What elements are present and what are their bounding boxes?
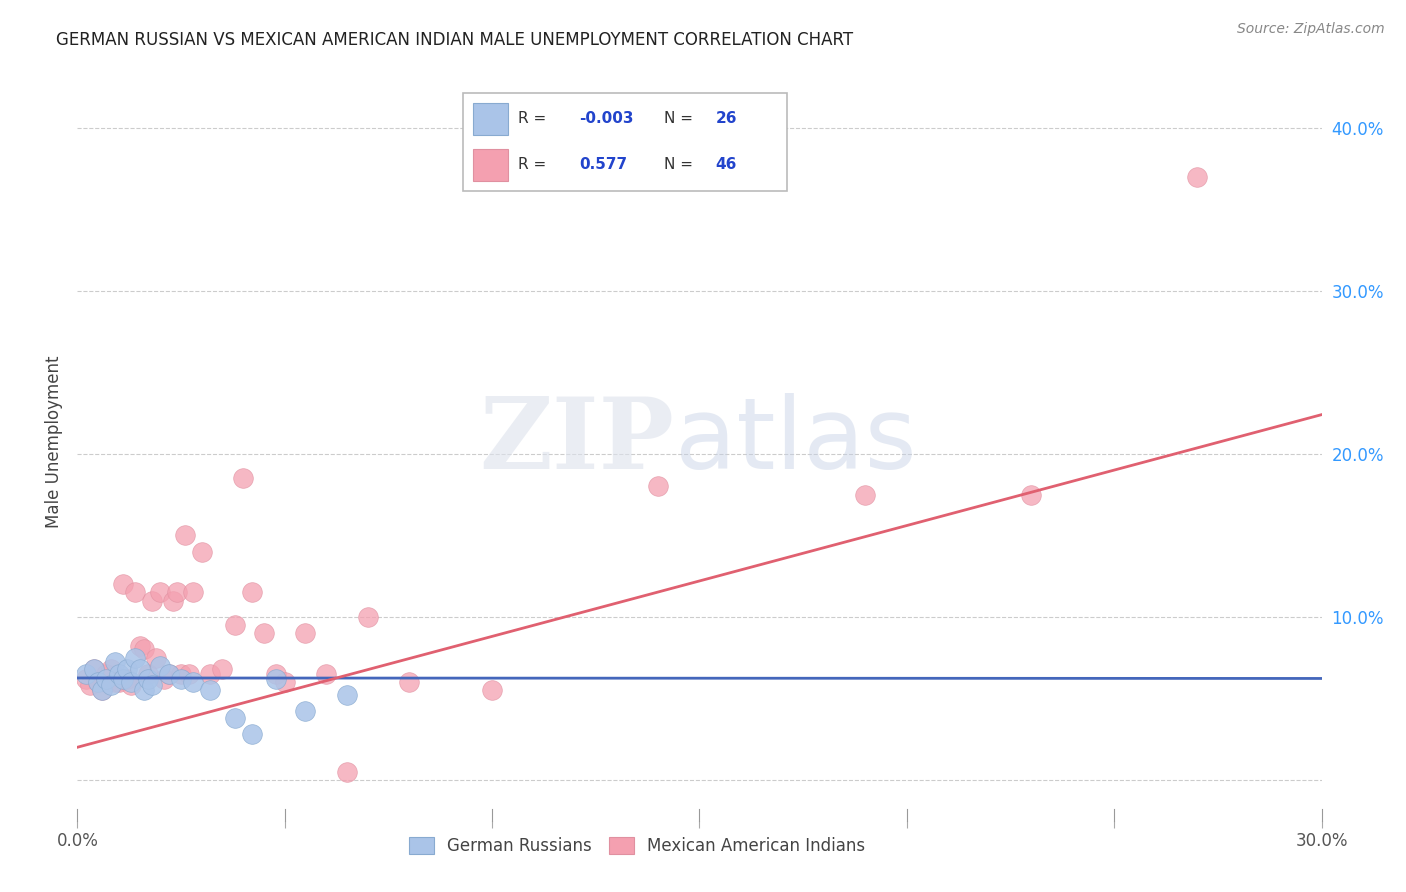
Point [266,666,288,681]
Point [481,683,503,698]
Point [170,672,193,686]
Point [104,656,127,670]
Point [179,666,201,681]
Text: ZIP: ZIP [479,393,675,490]
Point [115,672,138,686]
Point [107,666,129,681]
Point [166,585,188,599]
Point [240,727,263,741]
Point [79,678,101,692]
Point [224,618,246,632]
Point [100,662,122,676]
Point [174,528,197,542]
Point [273,675,295,690]
Point [266,672,288,686]
Point [240,585,263,599]
Point [87,675,110,690]
Point [91,683,114,698]
Point [96,666,118,681]
Point [91,683,114,698]
Point [145,650,167,665]
Point [120,678,142,692]
Point [128,639,150,653]
Point [104,675,127,690]
Point [357,610,380,624]
Point [75,666,97,681]
Point [336,764,359,779]
Point [336,688,359,702]
Point [132,683,155,698]
Point [87,675,110,690]
Point [211,662,233,676]
Text: Source: ZipAtlas.com: Source: ZipAtlas.com [1237,22,1385,37]
Point [132,642,155,657]
Point [183,675,205,690]
Text: atlas: atlas [675,393,917,490]
Point [115,662,138,676]
Text: GERMAN RUSSIAN VS MEXICAN AMERICAN INDIAN MALE UNEMPLOYMENT CORRELATION CHART: GERMAN RUSSIAN VS MEXICAN AMERICAN INDIA… [56,31,853,49]
Point [124,585,146,599]
Point [136,672,159,686]
Point [183,585,205,599]
Point [647,479,669,493]
Point [232,471,254,485]
Point [170,666,193,681]
Point [294,626,316,640]
Y-axis label: Male Unemployment: Male Unemployment [45,355,63,528]
Point [141,593,163,607]
Point [253,626,276,640]
Point [83,662,105,676]
Point [107,675,129,690]
Point [1021,487,1043,501]
Point [100,678,122,692]
Point [153,672,176,686]
Point [294,705,316,719]
Point [190,544,214,558]
Point [83,662,105,676]
Point [111,577,134,591]
Legend: German Russians, Mexican American Indians: German Russians, Mexican American Indian… [402,830,872,862]
Point [198,666,221,681]
Point [128,662,150,676]
Point [136,666,159,681]
Point [198,683,221,698]
Point [855,487,877,501]
Point [111,672,134,686]
Point [224,711,246,725]
Point [162,593,184,607]
Point [149,658,172,673]
Point [149,585,172,599]
Point [157,666,180,681]
Point [1187,169,1209,184]
Point [96,672,118,686]
Point [398,675,420,690]
Point [120,675,142,690]
Point [75,672,97,686]
Point [141,678,163,692]
Point [124,650,146,665]
Point [315,666,337,681]
Point [157,666,180,681]
